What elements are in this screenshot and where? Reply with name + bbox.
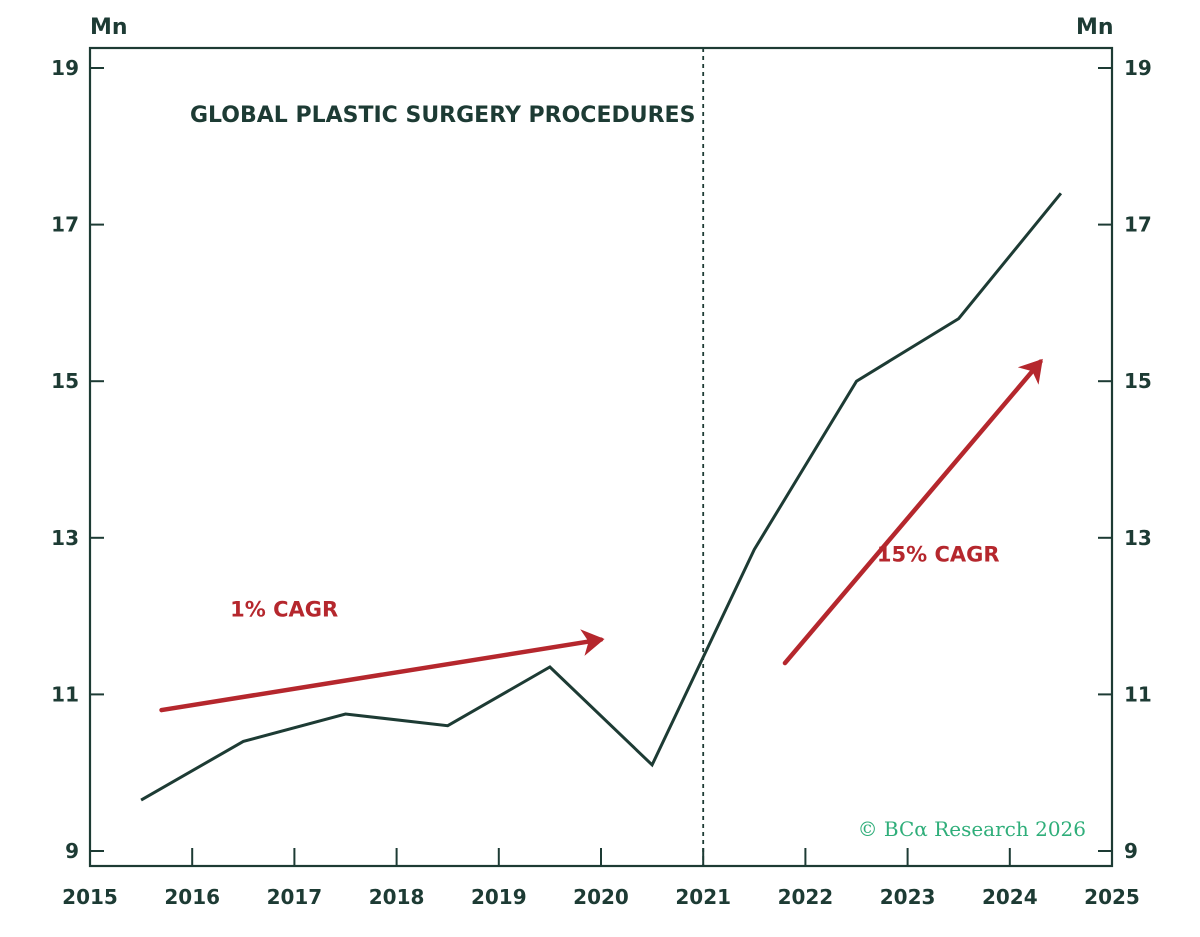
x-tick-label: 2015 [62, 885, 118, 909]
cagr-label: 1% CAGR [230, 597, 338, 621]
x-tick-label: 2022 [778, 885, 834, 909]
chart-title: GLOBAL PLASTIC SURGERY PROCEDURES [190, 103, 695, 128]
x-tick-label: 2024 [982, 885, 1038, 909]
x-tick-label: 2017 [267, 885, 323, 909]
series-line [141, 193, 1061, 800]
y-tick-label-right: 15 [1124, 369, 1152, 393]
x-tick-label: 2019 [471, 885, 527, 909]
y-axis-unit-left: Mn [90, 15, 128, 40]
y-tick-label-left: 17 [51, 213, 79, 237]
cagr-label: 15% CAGR [877, 542, 1000, 566]
x-tick-label: 2018 [369, 885, 425, 909]
y-tick-label-left: 15 [51, 369, 79, 393]
y-tick-label-right: 11 [1124, 682, 1152, 706]
y-axis-unit-right: Mn [1076, 15, 1114, 40]
x-tick-label: 2020 [573, 885, 629, 909]
y-tick-label-left: 13 [51, 526, 79, 550]
credit-text: © BCα Research 2026 [858, 817, 1086, 841]
y-tick-label-right: 9 [1124, 839, 1138, 863]
y-tick-label-left: 9 [65, 839, 79, 863]
x-tick-label: 2023 [880, 885, 936, 909]
x-tick-label: 2025 [1084, 885, 1140, 909]
y-tick-label-right: 13 [1124, 526, 1152, 550]
x-tick-label: 2021 [675, 885, 731, 909]
cagr-arrow [785, 362, 1040, 663]
y-tick-label-right: 19 [1124, 56, 1152, 80]
y-tick-label-right: 17 [1124, 213, 1152, 237]
x-tick-label: 2016 [164, 885, 220, 909]
y-tick-label-left: 11 [51, 682, 79, 706]
y-tick-label-left: 19 [51, 56, 79, 80]
